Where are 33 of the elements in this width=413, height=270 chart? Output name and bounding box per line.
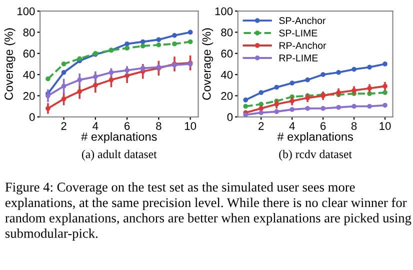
x-tick-label: 2 bbox=[61, 122, 66, 130]
y-tick-label: 20 bbox=[221, 92, 233, 100]
legend-label: SP-LIME bbox=[279, 30, 318, 37]
y-tick-label: 40 bbox=[220, 70, 233, 79]
text: (b) rcdv dataset bbox=[279, 150, 352, 161]
legend-label: SP-Anchor bbox=[279, 16, 326, 24]
x-tick-label: 4 bbox=[289, 122, 295, 130]
y-tick-label: 80 bbox=[221, 28, 233, 36]
y-axis-title: Coverage (%) bbox=[202, 28, 214, 100]
legend-label: RP-LIME bbox=[280, 54, 318, 62]
y-tick-label: 80 bbox=[23, 28, 35, 36]
y-tick-label: 100 bbox=[215, 7, 233, 16]
caption: Figure 4: Coverage on the test set as the simulated user sees more explanations, at the same precision level. While there is no clear winner for random explanations, anchors are better when explanations are picked using submodular-pick. bbox=[5, 182, 412, 241]
x-tick-label: 4 bbox=[92, 122, 98, 130]
x-tick-label: 6 bbox=[320, 122, 326, 130]
y-axis-title: Coverage (%) bbox=[4, 28, 16, 100]
y-tick-label: 100 bbox=[18, 7, 35, 16]
y-tick-label: 0 bbox=[29, 113, 35, 122]
y-tick-label: 60 bbox=[221, 50, 233, 58]
x-tick-label: 8 bbox=[156, 122, 162, 130]
y-tick-label: 0 bbox=[227, 113, 233, 122]
x-tick-label: 8 bbox=[351, 122, 357, 130]
x-tick-label: 2 bbox=[258, 122, 264, 130]
y-tick-label: 20 bbox=[23, 92, 35, 100]
legend-label: RP-Anchor bbox=[280, 42, 326, 49]
text: (a) adult dataset bbox=[82, 150, 157, 161]
x-axis-title: # explanations bbox=[81, 132, 157, 144]
y-tick-label: 40 bbox=[23, 70, 35, 79]
x-tick-label: 10 bbox=[185, 122, 196, 130]
x-axis-title: # explanations bbox=[277, 132, 353, 144]
y-tick-label: 60 bbox=[23, 50, 35, 58]
x-tick-label: 10 bbox=[380, 122, 391, 130]
x-tick-label: 6 bbox=[124, 122, 130, 130]
